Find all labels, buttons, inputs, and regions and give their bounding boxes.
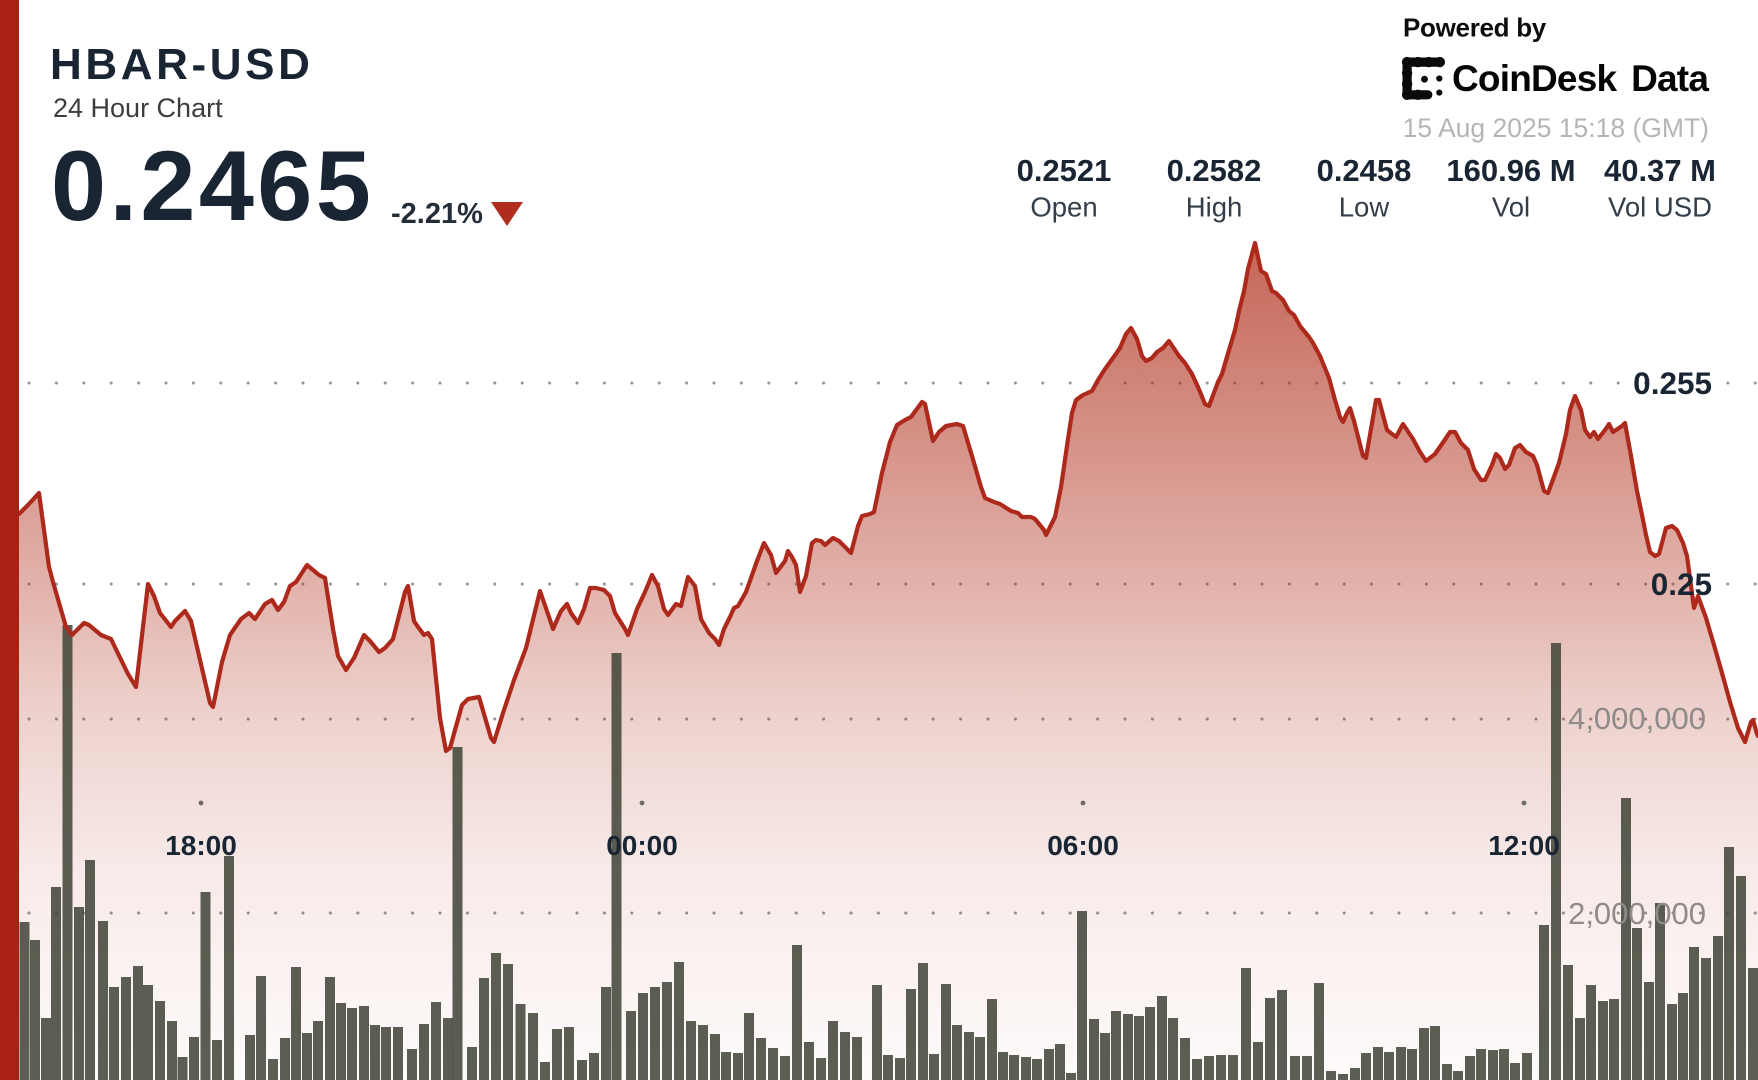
svg-text:160.96 M: 160.96 M — [1446, 153, 1575, 188]
svg-text:0.2465: 0.2465 — [51, 130, 374, 241]
svg-text:06:00: 06:00 — [1047, 830, 1119, 861]
svg-text:2,000,000: 2,000,000 — [1568, 896, 1706, 931]
svg-text:12:00: 12:00 — [1488, 830, 1560, 861]
svg-text:HBAR-USD: HBAR-USD — [50, 40, 313, 89]
svg-text:00:00: 00:00 — [606, 830, 678, 861]
svg-text:Vol USD: Vol USD — [1608, 192, 1712, 223]
svg-text:0.2582: 0.2582 — [1167, 153, 1262, 188]
svg-text:18:00: 18:00 — [165, 830, 237, 861]
svg-text:15 Aug 2025 15:18 (GMT): 15 Aug 2025 15:18 (GMT) — [1403, 113, 1709, 143]
svg-text:4,000,000: 4,000,000 — [1568, 701, 1706, 736]
svg-text:40.37 M: 40.37 M — [1604, 153, 1716, 188]
svg-text:0.25: 0.25 — [1651, 566, 1712, 602]
svg-text:CoinDesk Data: CoinDesk Data — [1452, 58, 1709, 99]
svg-text:0.2521: 0.2521 — [1017, 153, 1112, 188]
svg-text:High: High — [1186, 192, 1243, 223]
svg-text:Powered by: Powered by — [1403, 13, 1547, 43]
svg-text:24 Hour Chart: 24 Hour Chart — [53, 93, 223, 123]
svg-text:Open: Open — [1030, 192, 1097, 223]
svg-text:0.2458: 0.2458 — [1317, 153, 1412, 188]
svg-text:Low: Low — [1339, 192, 1390, 223]
svg-text:-2.21%: -2.21% — [391, 198, 483, 230]
svg-text:Vol: Vol — [1492, 192, 1530, 223]
svg-text:0.255: 0.255 — [1633, 365, 1712, 401]
